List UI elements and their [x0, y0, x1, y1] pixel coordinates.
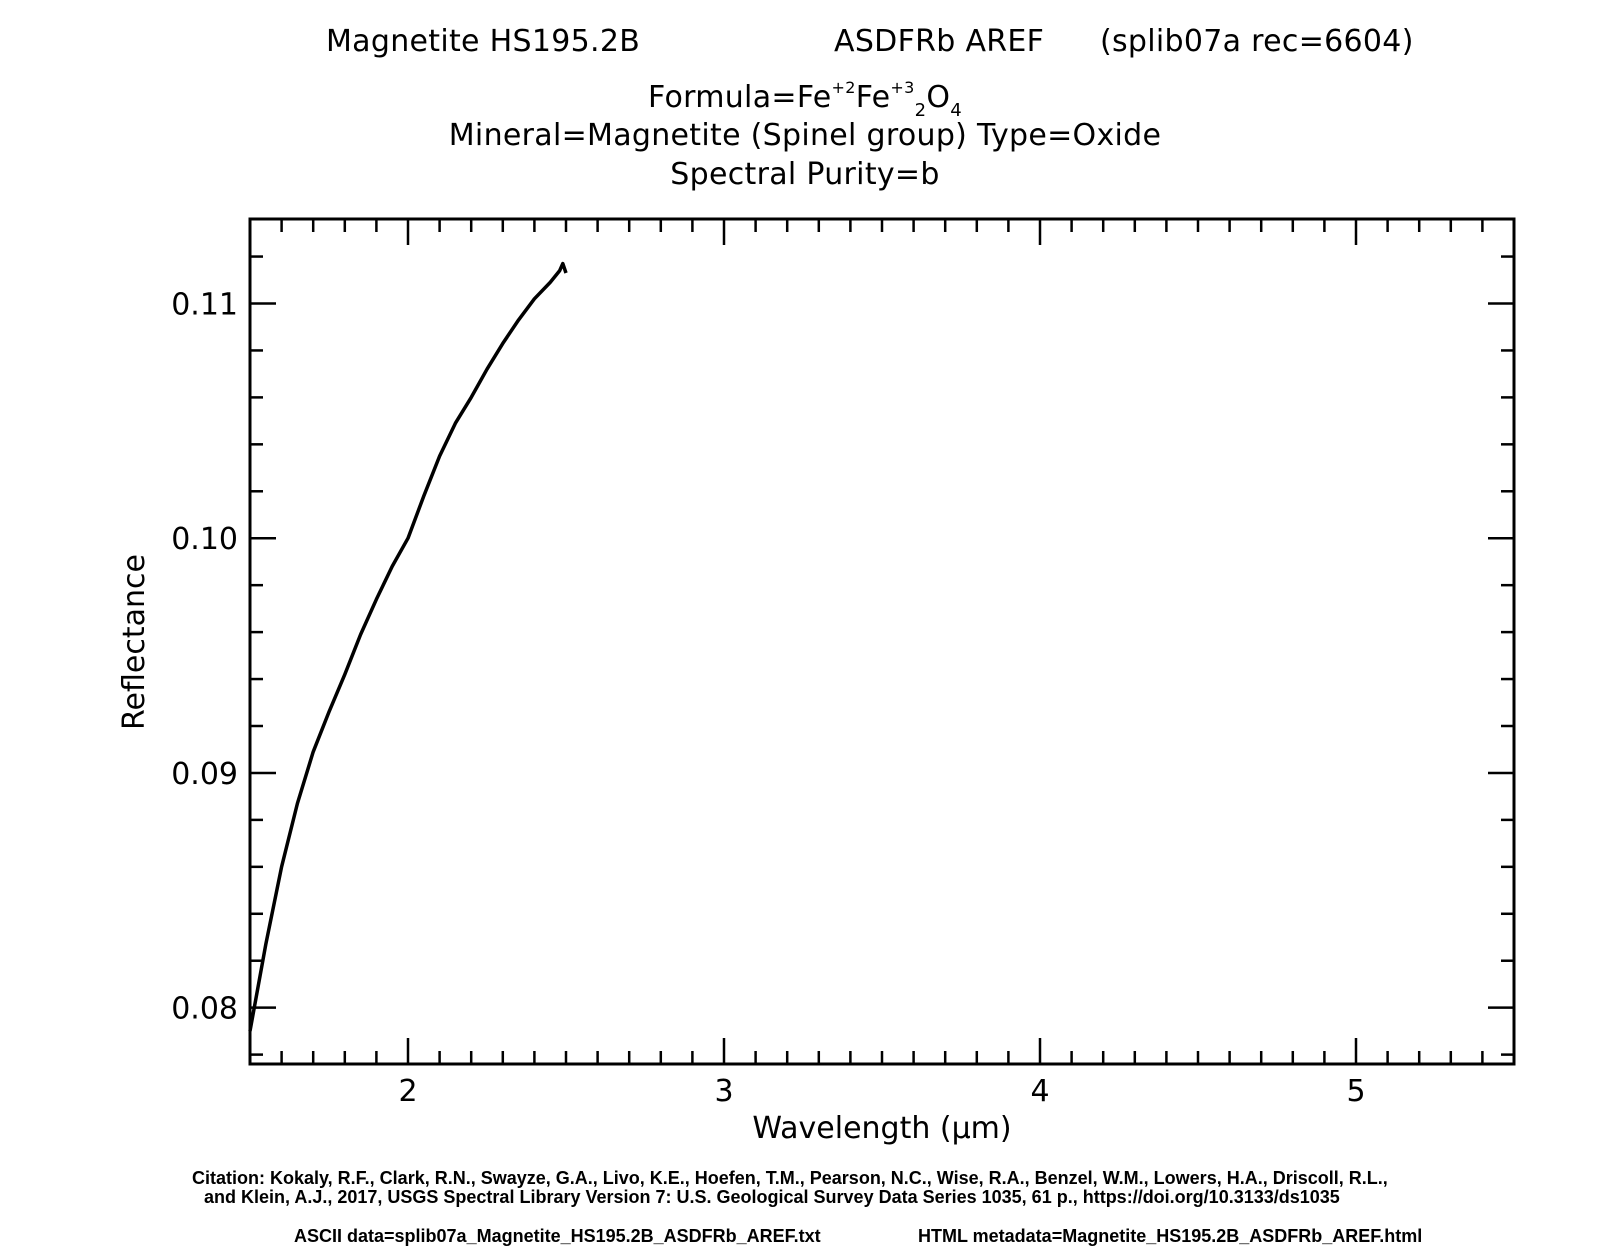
formula-part: +3 — [890, 78, 915, 97]
y-axis-label: Reflectance — [117, 554, 152, 730]
formula-prefix: Formula= — [647, 80, 797, 115]
x-axis-label: Wavelength (μm) — [752, 1111, 1011, 1146]
formula-part: 4 — [950, 100, 963, 121]
y-tick-label: 0.10 — [171, 522, 238, 557]
formula-part: O — [926, 80, 951, 115]
y-tick-label: 0.08 — [171, 992, 238, 1027]
x-tick-label: 5 — [1346, 1074, 1365, 1109]
formula-part: +2 — [831, 78, 856, 97]
ascii-data-link[interactable]: ASCII data=splib07a_Magnetite_HS195.2B_A… — [294, 1226, 821, 1246]
formula-line: Formula=Fe+2Fe+32O4 — [0, 78, 1610, 121]
purity-line: Spectral Purity=b — [670, 157, 940, 192]
formula-part: 2 — [914, 100, 927, 121]
citation-line-1: Citation: Kokaly, R.F., Clark, R.N., Swa… — [192, 1168, 1388, 1188]
sample-name: Magnetite HS195.2B — [326, 24, 641, 59]
y-tick-label: 0.11 — [171, 288, 238, 323]
citation-line-2: and Klein, A.J., 2017, USGS Spectral Lib… — [204, 1187, 1340, 1207]
formula-part: Fe — [796, 80, 832, 115]
tick-labels: 2 3 4 5 0.08 0.09 0.10 0.11 — [171, 288, 1365, 1110]
series-line — [248, 261, 568, 1032]
x-tick-label: 4 — [1030, 1074, 1049, 1109]
plot-frame — [248, 217, 1516, 1066]
spectrometer-label: ASDFRb AREF — [834, 24, 1045, 59]
html-metadata-link[interactable]: HTML metadata=Magnetite_HS195.2B_ASDFRb_… — [918, 1226, 1423, 1246]
record-label: (splib07a rec=6604) — [1100, 24, 1414, 59]
y-tick-label: 0.09 — [171, 757, 238, 792]
formula: Fe+2Fe+32O4 — [796, 78, 962, 121]
x-tick-label: 2 — [398, 1074, 417, 1109]
formula-part: Fe — [855, 80, 891, 115]
x-tick-label: 3 — [714, 1074, 733, 1109]
axis-ticks — [248, 219, 1516, 1064]
mineral-line: Mineral=Magnetite (Spinel group) Type=Ox… — [448, 118, 1162, 153]
